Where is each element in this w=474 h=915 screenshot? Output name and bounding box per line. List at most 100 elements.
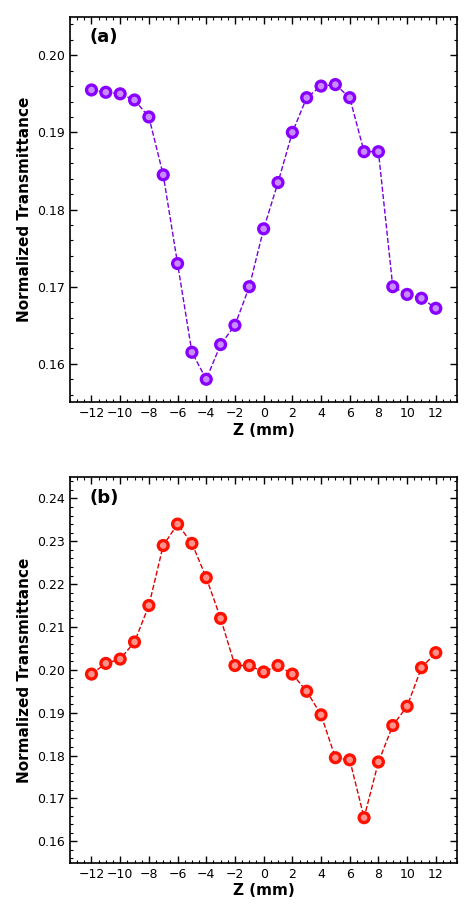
Point bbox=[418, 291, 425, 306]
Point bbox=[303, 91, 310, 105]
Point bbox=[389, 279, 397, 294]
Y-axis label: Normalized Transmittance: Normalized Transmittance bbox=[17, 97, 32, 322]
Point bbox=[188, 536, 196, 551]
Point bbox=[332, 77, 339, 92]
Point bbox=[217, 611, 224, 626]
Point bbox=[145, 598, 153, 613]
Point bbox=[174, 256, 182, 271]
Point bbox=[188, 536, 196, 551]
Point bbox=[418, 291, 425, 306]
Point bbox=[145, 110, 153, 124]
Point bbox=[374, 755, 382, 770]
Point bbox=[88, 82, 95, 97]
Point bbox=[231, 318, 239, 332]
Point bbox=[374, 755, 382, 770]
Point bbox=[131, 635, 138, 650]
Point bbox=[389, 718, 397, 733]
Point bbox=[117, 651, 124, 666]
Point bbox=[131, 92, 138, 107]
Point bbox=[260, 221, 267, 236]
Point bbox=[346, 91, 354, 105]
Point bbox=[260, 664, 267, 679]
Point bbox=[202, 570, 210, 585]
Point bbox=[289, 125, 296, 140]
Point bbox=[289, 125, 296, 140]
Point bbox=[231, 658, 239, 673]
Point bbox=[432, 301, 439, 316]
Point bbox=[317, 707, 325, 722]
Point bbox=[418, 661, 425, 675]
Point bbox=[217, 611, 224, 626]
Point bbox=[432, 645, 439, 660]
Point bbox=[231, 318, 239, 332]
Point bbox=[346, 752, 354, 767]
Point bbox=[274, 658, 282, 673]
Point bbox=[418, 661, 425, 675]
Point bbox=[346, 91, 354, 105]
Point bbox=[303, 91, 310, 105]
Point bbox=[374, 145, 382, 159]
Point bbox=[332, 77, 339, 92]
Point bbox=[102, 656, 109, 671]
Point bbox=[389, 718, 397, 733]
Point bbox=[174, 256, 182, 271]
Point bbox=[274, 175, 282, 189]
Point bbox=[246, 658, 253, 673]
Point bbox=[360, 811, 368, 825]
Point bbox=[159, 167, 167, 182]
Point bbox=[102, 656, 109, 671]
Point bbox=[159, 167, 167, 182]
Point bbox=[159, 538, 167, 553]
Point bbox=[88, 667, 95, 682]
Point bbox=[360, 811, 368, 825]
Point bbox=[88, 667, 95, 682]
Point bbox=[274, 175, 282, 189]
Point bbox=[403, 287, 411, 302]
Point bbox=[202, 570, 210, 585]
Point bbox=[145, 598, 153, 613]
Point bbox=[131, 92, 138, 107]
Point bbox=[274, 658, 282, 673]
X-axis label: Z (mm): Z (mm) bbox=[233, 883, 294, 899]
Point bbox=[432, 645, 439, 660]
Point bbox=[289, 667, 296, 682]
Point bbox=[303, 684, 310, 698]
Point bbox=[403, 699, 411, 714]
Text: (b): (b) bbox=[89, 489, 118, 507]
Point bbox=[202, 372, 210, 387]
Point bbox=[231, 658, 239, 673]
Point bbox=[360, 145, 368, 159]
Point bbox=[432, 301, 439, 316]
Point bbox=[159, 538, 167, 553]
Point bbox=[188, 345, 196, 360]
Point bbox=[346, 752, 354, 767]
Point bbox=[145, 110, 153, 124]
Point bbox=[360, 145, 368, 159]
Point bbox=[246, 279, 253, 294]
Point bbox=[260, 664, 267, 679]
Point bbox=[260, 221, 267, 236]
Point bbox=[117, 87, 124, 102]
Point bbox=[289, 667, 296, 682]
Point bbox=[403, 699, 411, 714]
Point bbox=[332, 750, 339, 765]
Point bbox=[174, 517, 182, 532]
Point bbox=[246, 658, 253, 673]
Point bbox=[188, 345, 196, 360]
Point bbox=[317, 707, 325, 722]
Point bbox=[117, 87, 124, 102]
Point bbox=[246, 279, 253, 294]
Point bbox=[88, 82, 95, 97]
X-axis label: Z (mm): Z (mm) bbox=[233, 423, 294, 438]
Point bbox=[389, 279, 397, 294]
Point bbox=[317, 79, 325, 93]
Point bbox=[374, 145, 382, 159]
Point bbox=[332, 750, 339, 765]
Point bbox=[202, 372, 210, 387]
Y-axis label: Normalized Transmittance: Normalized Transmittance bbox=[17, 557, 32, 782]
Point bbox=[131, 635, 138, 650]
Point bbox=[102, 85, 109, 100]
Point bbox=[303, 684, 310, 698]
Point bbox=[174, 517, 182, 532]
Point bbox=[317, 79, 325, 93]
